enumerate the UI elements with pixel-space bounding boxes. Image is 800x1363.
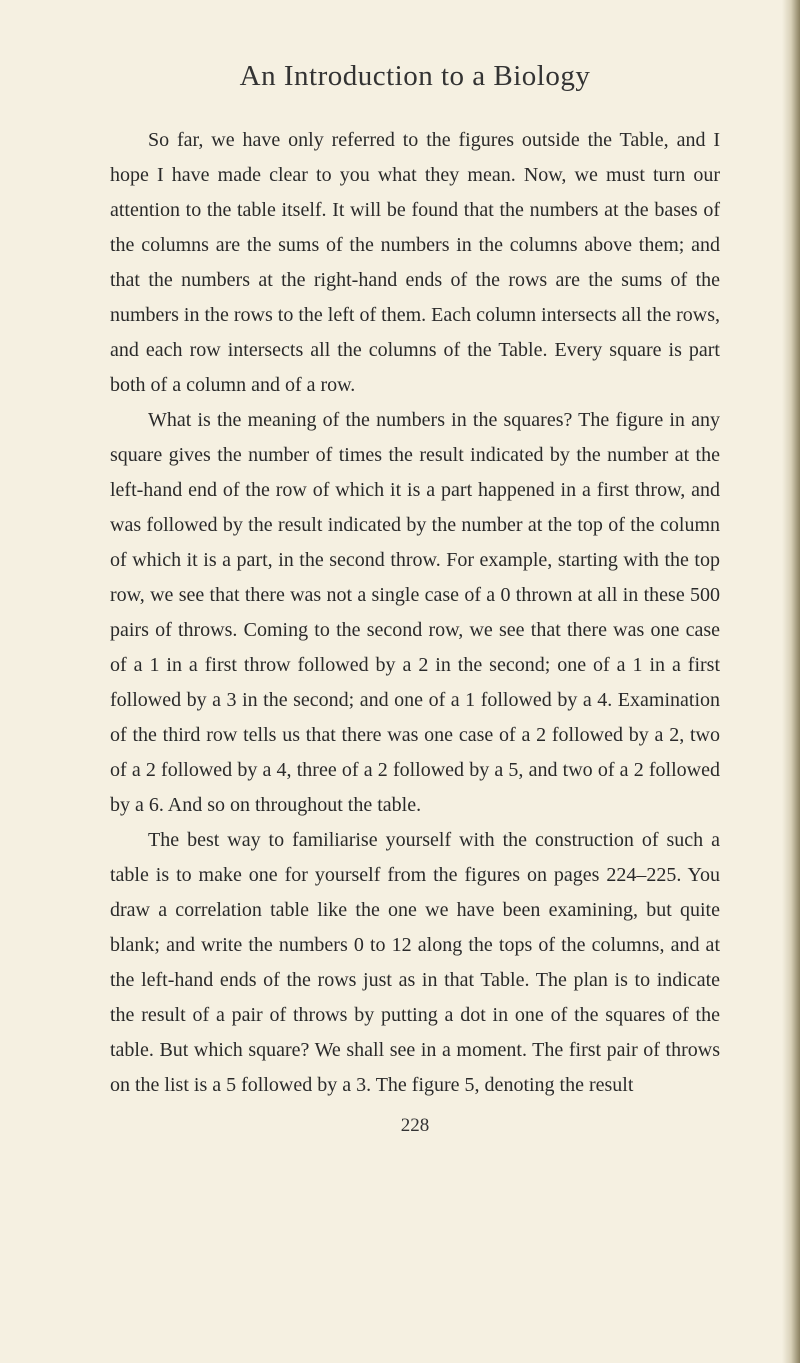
page-edge-shadow [782,0,800,1363]
body-paragraph: So far, we have only referred to the fig… [110,123,720,403]
page-title: An Introduction to a Biology [110,60,720,93]
page-number: 228 [110,1115,720,1137]
body-paragraph: What is the meaning of the numbers in th… [110,403,720,823]
body-paragraph: The best way to familiarise yourself wit… [110,823,720,1103]
